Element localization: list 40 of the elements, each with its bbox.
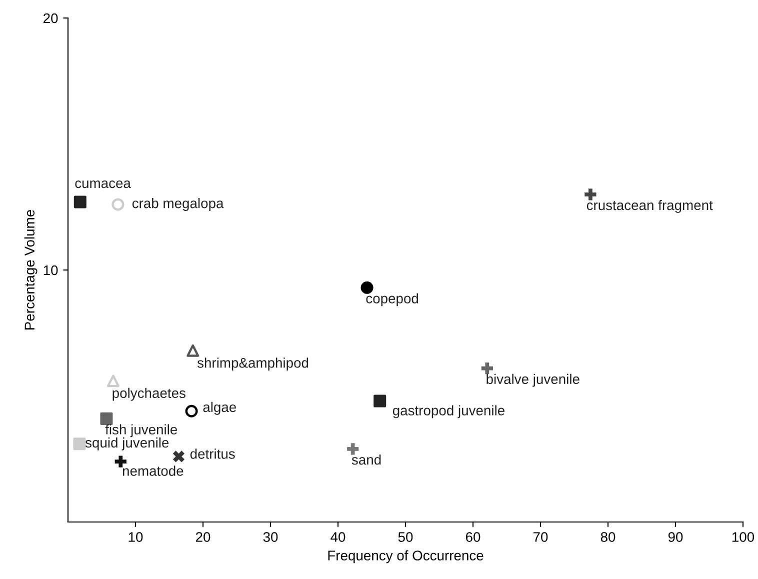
series-label: squid juvenile <box>85 437 169 450</box>
point <box>185 404 198 418</box>
x-tick-label: 10 <box>128 532 143 542</box>
series-label: sand <box>352 454 381 465</box>
x-tick-label: 70 <box>533 532 548 542</box>
series-label: polychaetes <box>112 388 186 401</box>
point <box>172 450 185 462</box>
x-axis-title: Frequency of Occurrence <box>328 550 484 564</box>
series-label: shrimp&amphipod <box>197 358 308 371</box>
series-label: copepod <box>366 293 418 306</box>
point <box>360 281 374 294</box>
point <box>584 188 596 200</box>
series-label: nematode <box>122 466 184 476</box>
x-tick-label: 20 <box>196 532 210 542</box>
point <box>347 443 359 455</box>
x-tick-label: 100 <box>732 532 754 542</box>
x-tick-label: 30 <box>263 532 278 542</box>
point <box>73 438 86 450</box>
series-label: crab megalopa <box>132 198 224 211</box>
x-tick-label: 80 <box>600 532 616 542</box>
point <box>481 362 493 374</box>
series-label: cumacea <box>75 180 131 188</box>
x-tick-label: 90 <box>668 532 683 542</box>
y-axis-title: Percentage Volume <box>24 210 38 330</box>
x-tick-label: 50 <box>398 532 413 542</box>
point <box>374 394 386 408</box>
series-label: bivalve juvenile <box>486 374 580 387</box>
point <box>112 198 124 211</box>
point <box>186 344 200 357</box>
point <box>74 196 86 208</box>
series-label: algae <box>203 402 236 415</box>
series-label: gastropod juvenile <box>392 405 504 418</box>
point <box>114 456 126 468</box>
point <box>100 412 113 425</box>
series-label: detritus <box>190 448 235 459</box>
series-label: crustacean fragment <box>586 200 713 213</box>
x-tick-label: 40 <box>330 532 346 542</box>
point <box>106 374 120 388</box>
series-label: fish juvenile <box>105 424 178 438</box>
x-tick-label: 60 <box>466 532 480 542</box>
